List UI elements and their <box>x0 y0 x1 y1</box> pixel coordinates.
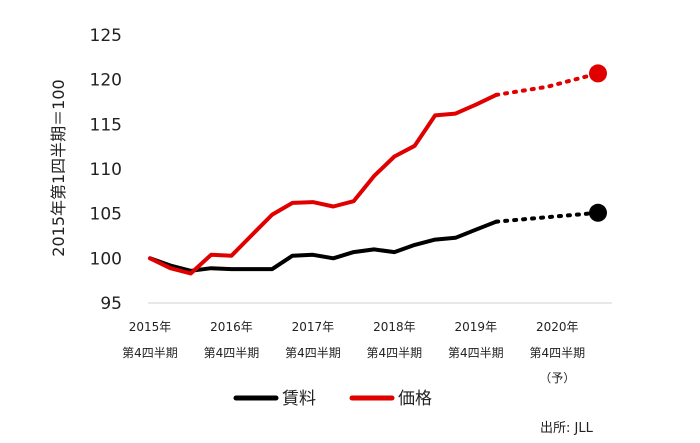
series-line-1 <box>148 92 499 276</box>
legend: 賃料 価格 <box>233 389 432 409</box>
series-forecast-line-1 <box>494 71 600 97</box>
y-axis-ticks: 95 100 105 110 115 120 125 <box>90 26 122 314</box>
forecast-point-0 <box>589 203 607 222</box>
legend-label-rent: 賃料 <box>282 389 316 409</box>
y-tick-label: 105 <box>90 205 122 225</box>
y-tick-label: 95 <box>100 294 122 314</box>
x-tick-period: 第4四半期 <box>448 346 504 360</box>
y-tick-label: 110 <box>90 160 122 180</box>
x-tick-period: 第4四半期 <box>204 346 260 360</box>
x-tick-period: 第4四半期 <box>285 346 341 360</box>
x-tick-year: 2017年 <box>292 320 335 334</box>
x-tick-period: 第4四半期 <box>122 346 178 360</box>
legend-label-price: 価格 <box>398 389 432 409</box>
x-tick-year: 2015年 <box>129 320 172 334</box>
forecast-point-1 <box>589 64 607 83</box>
y-tick-label: 120 <box>90 71 122 91</box>
x-tick-note: （予） <box>539 371 575 385</box>
x-tick-year: 2020年 <box>536 320 579 334</box>
y-tick-label: 115 <box>90 115 122 135</box>
x-tick-year: 2019年 <box>455 320 498 334</box>
source-note: 出所: JLL <box>540 421 594 436</box>
y-axis-label: 2015年第1四半期＝100 <box>49 79 68 256</box>
series-forecast-line-0 <box>494 210 600 224</box>
series-layer <box>148 64 607 276</box>
series-line-0 <box>148 219 499 273</box>
x-tick-period: 第4四半期 <box>367 346 423 360</box>
y-tick-label: 100 <box>90 249 122 269</box>
x-tick-year: 2016年 <box>210 320 253 334</box>
x-tick-period: 第4四半期 <box>529 346 585 360</box>
y-tick-label: 125 <box>90 26 122 46</box>
x-tick-year: 2018年 <box>373 320 416 334</box>
